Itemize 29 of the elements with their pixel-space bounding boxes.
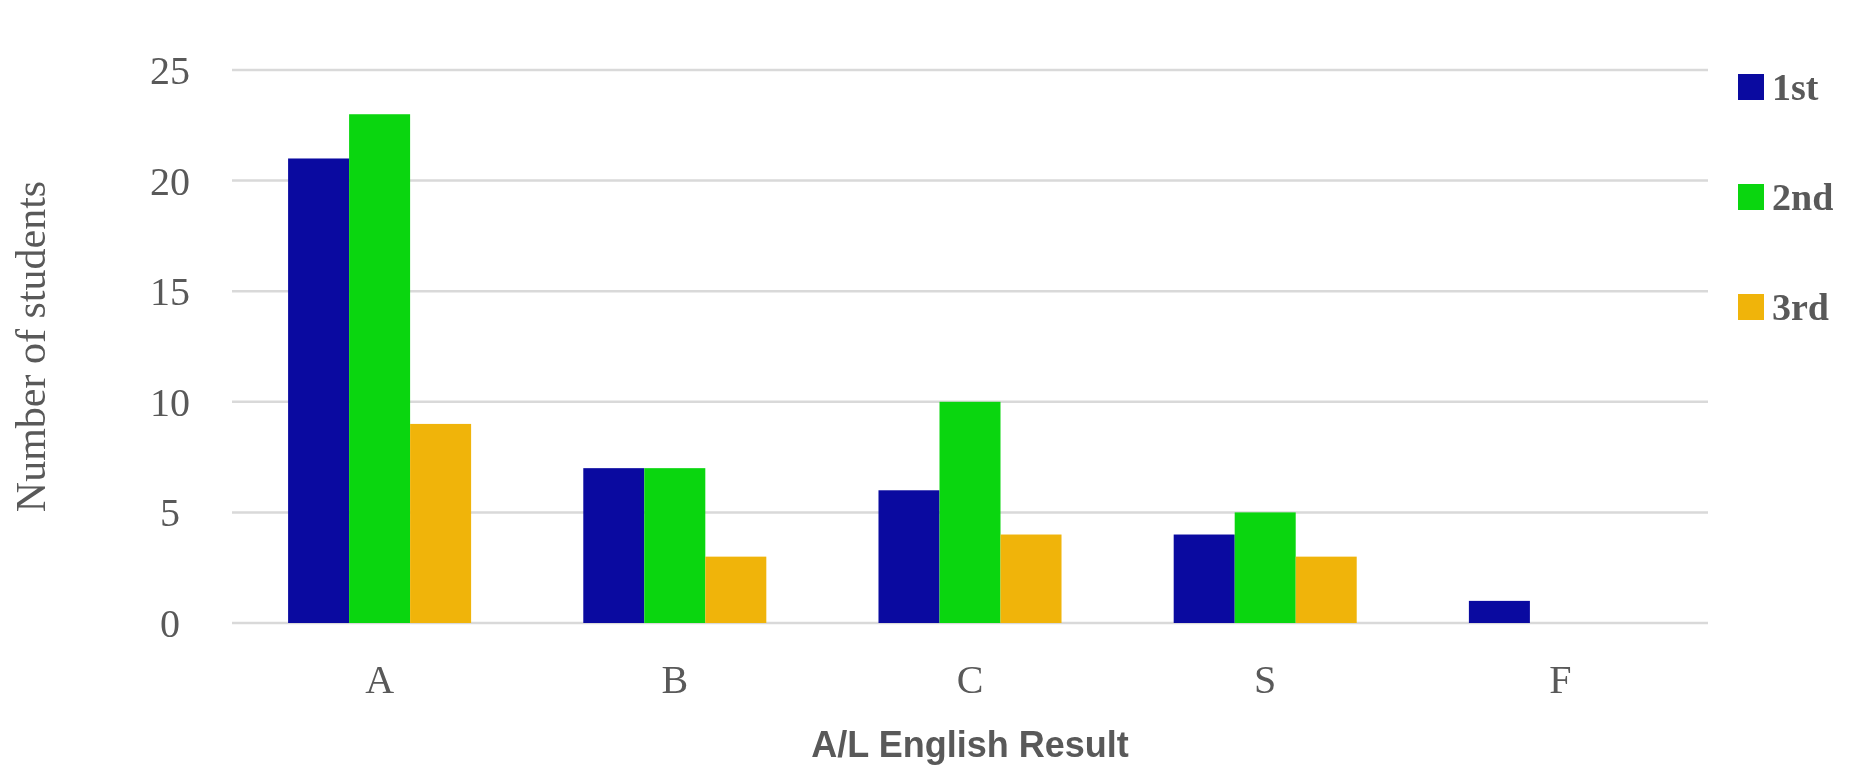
y-tick-label: 20 xyxy=(150,158,190,204)
x-tick-label: F xyxy=(1549,657,1572,702)
bar xyxy=(1295,556,1357,623)
bar xyxy=(410,423,472,623)
y-tick-label: 10 xyxy=(150,379,190,425)
bar xyxy=(705,556,767,623)
bar xyxy=(583,468,645,623)
bar xyxy=(1468,600,1530,623)
y-axis-title: Number of students xyxy=(8,180,54,513)
y-tick-label: 25 xyxy=(150,48,190,93)
legend-label: 3rd xyxy=(1772,286,1829,329)
y-tick-label: 0 xyxy=(160,601,180,646)
y-tick-label: 15 xyxy=(150,269,190,315)
bar xyxy=(1000,534,1062,623)
bar xyxy=(1234,512,1296,623)
bar xyxy=(288,158,350,623)
x-tick-label: C xyxy=(956,657,984,702)
bar xyxy=(349,114,411,623)
bar xyxy=(1173,534,1235,623)
x-axis-title: A/L English Result xyxy=(811,724,1129,765)
x-tick-label: A xyxy=(365,657,395,702)
bar xyxy=(939,401,1001,623)
x-tick-label: B xyxy=(661,657,689,702)
bar xyxy=(878,490,940,623)
x-tick-label: S xyxy=(1254,657,1277,702)
bar xyxy=(644,468,706,623)
y-tick-label: 5 xyxy=(160,490,180,536)
legend-label: 2nd xyxy=(1772,176,1834,219)
legend-label: 1st xyxy=(1772,66,1819,109)
